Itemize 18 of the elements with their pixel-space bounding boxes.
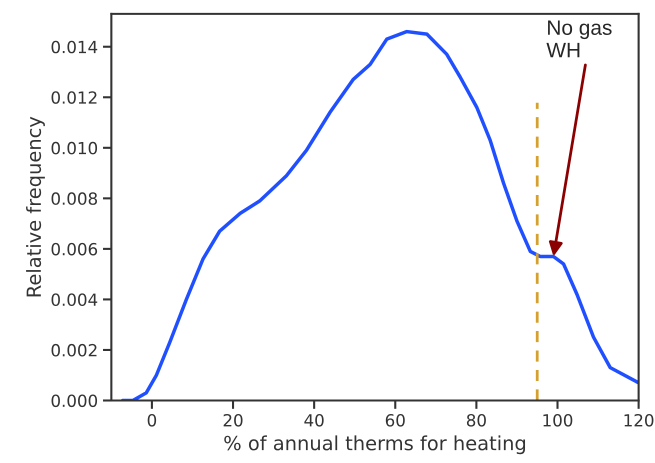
y-tick-label: 0.008	[52, 192, 98, 205]
x-tick-label: 20	[224, 414, 243, 427]
y-axis-title: Relative frequency	[26, 116, 45, 296]
y-tick-label: 0.010	[52, 142, 98, 154]
annotation: No gas WH	[546, 20, 612, 58]
x-axis-title: % of annual therms for heating	[224, 435, 526, 454]
y-tick-label: 0.004	[52, 293, 98, 306]
x-tick-label: 60	[386, 414, 405, 427]
x-tick-label: 120	[624, 414, 654, 427]
x-tick-label: 40	[304, 414, 324, 427]
y-tick-label: 0.000	[52, 394, 98, 408]
x-tick-label: 80	[466, 414, 486, 427]
y-tick-label: 0.014	[52, 40, 98, 54]
y-tick-label: 0.012	[52, 91, 96, 104]
y-tick-label: 0.002	[52, 344, 96, 357]
x-tick-label: 0	[148, 414, 156, 427]
x-tick-label: 100	[543, 414, 572, 427]
y-tick-label: 0.006	[52, 242, 98, 256]
